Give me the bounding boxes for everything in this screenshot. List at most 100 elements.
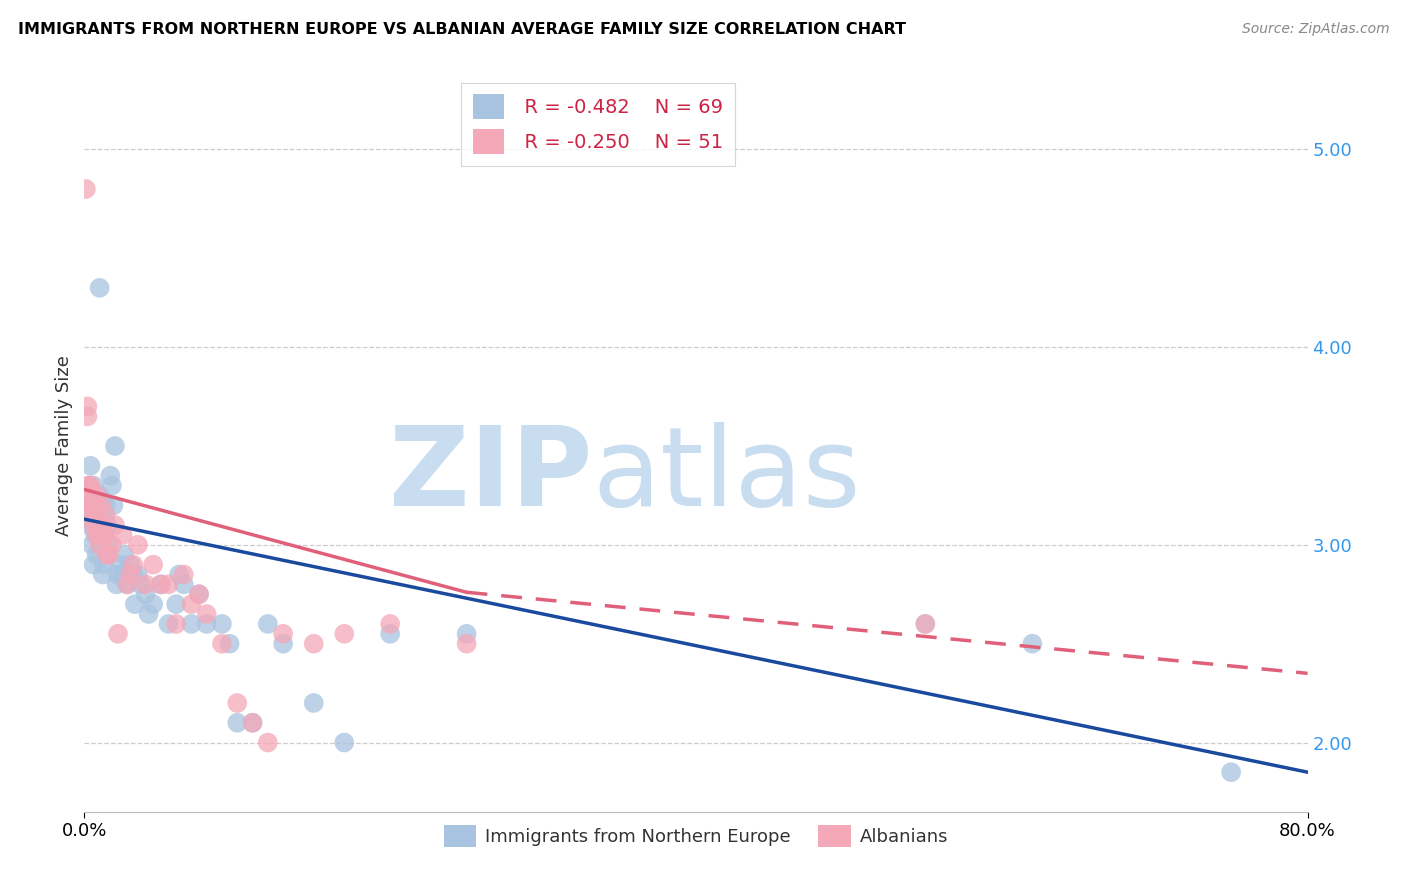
Point	[89, 528, 111, 542]
Point	[242, 715, 264, 730]
Point	[77, 488, 100, 502]
Point	[188, 587, 211, 601]
Point	[80, 508, 103, 523]
Point	[83, 558, 105, 572]
Y-axis label: Average Family Size: Average Family Size	[55, 356, 73, 536]
Point	[122, 558, 145, 572]
Point	[142, 597, 165, 611]
Point	[103, 498, 125, 512]
Point	[108, 558, 131, 572]
Point	[83, 478, 105, 492]
Point	[94, 508, 117, 523]
Point	[120, 567, 142, 582]
Point	[142, 558, 165, 572]
Point	[120, 558, 142, 572]
Point	[456, 627, 478, 641]
Point	[77, 518, 100, 533]
Point	[165, 597, 187, 611]
Point	[84, 508, 107, 523]
Point	[87, 518, 110, 533]
Point	[112, 548, 135, 562]
Point	[257, 616, 280, 631]
Point	[149, 577, 172, 591]
Point	[76, 409, 98, 424]
Point	[211, 616, 233, 631]
Legend: Immigrants from Northern Europe, Albanians: Immigrants from Northern Europe, Albania…	[437, 817, 955, 854]
Point	[115, 577, 138, 591]
Text: atlas: atlas	[592, 422, 860, 529]
Point	[94, 498, 117, 512]
Point	[127, 567, 149, 582]
Point	[77, 478, 100, 492]
Point	[93, 558, 115, 572]
Point	[333, 627, 356, 641]
Point	[129, 577, 152, 591]
Point	[180, 616, 202, 631]
Point	[87, 528, 110, 542]
Point	[83, 518, 105, 533]
Point	[96, 548, 118, 562]
Point	[89, 538, 111, 552]
Point	[80, 498, 103, 512]
Point	[84, 498, 107, 512]
Point	[86, 488, 108, 502]
Text: IMMIGRANTS FROM NORTHERN EUROPE VS ALBANIAN AVERAGE FAMILY SIZE CORRELATION CHAR: IMMIGRANTS FROM NORTHERN EUROPE VS ALBAN…	[18, 22, 907, 37]
Point	[76, 400, 98, 414]
Point	[89, 518, 111, 533]
Point	[91, 567, 114, 582]
Point	[90, 538, 112, 552]
Point	[135, 577, 157, 591]
Point	[96, 548, 118, 562]
Point	[271, 627, 294, 641]
Point	[83, 498, 105, 512]
Point	[76, 498, 98, 512]
Point	[157, 577, 180, 591]
Point	[86, 548, 108, 562]
Point	[1021, 637, 1043, 651]
Point	[380, 627, 402, 641]
Point	[302, 696, 325, 710]
Point	[97, 538, 120, 552]
Point	[96, 518, 118, 533]
Point	[101, 538, 124, 552]
Point	[180, 597, 202, 611]
Point	[165, 616, 187, 631]
Text: ZIP: ZIP	[388, 422, 592, 529]
Point	[87, 518, 110, 533]
Point	[104, 518, 127, 533]
Point	[75, 182, 97, 196]
Point	[914, 616, 936, 631]
Point	[107, 627, 129, 641]
Point	[97, 548, 120, 562]
Point	[79, 478, 101, 492]
Point	[173, 577, 195, 591]
Point	[93, 528, 115, 542]
Point	[122, 567, 145, 582]
Point	[111, 528, 134, 542]
Point	[86, 528, 108, 542]
Point	[89, 488, 111, 502]
Point	[1220, 765, 1243, 780]
Point	[79, 498, 101, 512]
Point	[115, 577, 138, 591]
Point	[456, 637, 478, 651]
Point	[91, 518, 114, 533]
Point	[80, 498, 103, 512]
Point	[127, 538, 149, 552]
Point	[111, 567, 134, 582]
Point	[380, 616, 402, 631]
Point	[138, 607, 160, 621]
Point	[211, 637, 233, 651]
Point	[107, 567, 129, 582]
Point	[80, 508, 103, 523]
Point	[104, 439, 127, 453]
Point	[101, 478, 124, 492]
Point	[149, 577, 172, 591]
Point	[105, 577, 128, 591]
Point	[333, 735, 356, 749]
Point	[135, 587, 157, 601]
Text: Source: ZipAtlas.com: Source: ZipAtlas.com	[1241, 22, 1389, 37]
Point	[80, 538, 103, 552]
Point	[77, 478, 100, 492]
Point	[914, 616, 936, 631]
